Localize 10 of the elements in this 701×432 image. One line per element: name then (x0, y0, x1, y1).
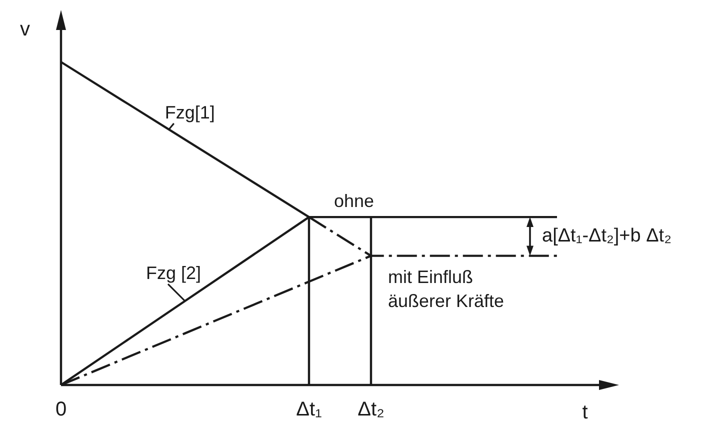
series-label: mit Einfluß äußerer Kräfte (388, 266, 504, 311)
series-label: Fzg [2] (146, 263, 201, 284)
x-tick-label: Δt₂ (358, 398, 384, 421)
x-axis-title: t (582, 402, 588, 424)
x-tick-label: Δt₁ (296, 398, 322, 421)
y-axis-title: v (20, 18, 30, 41)
x-tick-label: 0 (55, 398, 67, 421)
series-label: ohne (334, 191, 374, 212)
series-label: Fzg[1] (164, 102, 215, 122)
annotation: a[Δt₁-Δt₂]+b Δt₂ (542, 226, 672, 247)
